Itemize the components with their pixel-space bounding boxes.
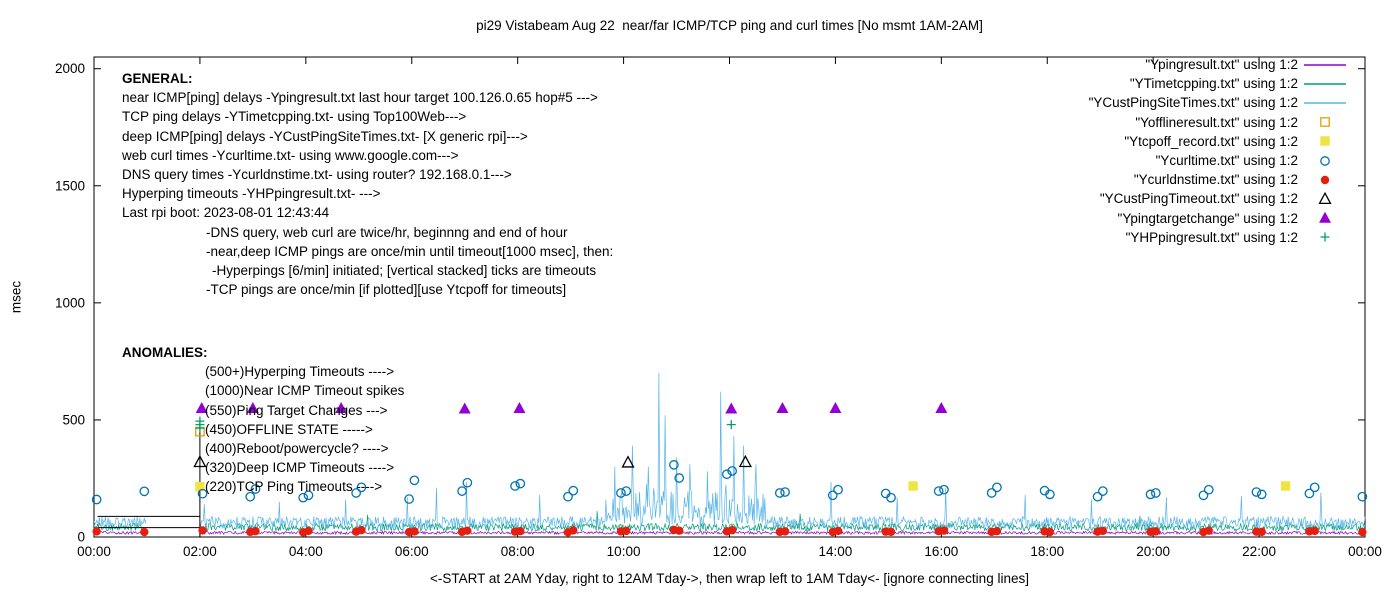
open-triangle-icon [1318,191,1332,204]
x-axis-label: <-START at 2AM Yday, right to 12AM Tday-… [430,571,1029,586]
legend-entry: "YHPpingresult.txt" using 1:2 [1089,228,1352,247]
open-square-icon [1320,117,1330,128]
annotation-line: (500+)Hyperping Timeouts ----> [205,364,395,380]
svg-text:16:00: 16:00 [924,544,958,559]
legend-label: "YHPpingresult.txt" using 1:2 [1125,229,1298,245]
line-sample-icon [1304,102,1346,104]
svg-text:0: 0 [77,530,85,545]
svg-text:10:00: 10:00 [607,544,641,559]
annotation-line: (1000)Near ICMP Timeout spikes [205,383,405,399]
legend-entry: "Ypingtargetchange" using 1:2 [1089,209,1352,228]
annotation-line: Hyperping timeouts -YHPpingresult.txt- -… [122,186,381,202]
legend-label: "YCustPingSiteTimes.txt" using 1:2 [1088,95,1298,111]
svg-text:1000: 1000 [55,295,85,310]
legend-label: "YCustPingTimeout.txt" using 1:2 [1099,191,1298,207]
annotation-line: web curl times -Ycurltime.txt- using www… [122,147,459,163]
annotation-line: -TCP pings are once/min [if plotted][use… [206,282,567,298]
filled-triangle-icon [1319,211,1331,223]
legend-label: "Ytcpoff_record.txt" using 1:2 [1124,133,1298,149]
annotation-line: Last rpi boot: 2023-08-01 12:43:44 [122,205,330,221]
filled-square-icon [1320,136,1330,147]
svg-text:06:00: 06:00 [395,544,429,559]
annotation-line: DNS query times -Ycurldnstime.txt- using… [122,167,512,183]
svg-text:04:00: 04:00 [289,544,323,559]
svg-text:20:00: 20:00 [1136,544,1170,559]
general-header: GENERAL: [122,71,193,86]
legend-entry: "YCustPingTimeout.txt" using 1:2 [1089,189,1352,208]
svg-text:12:00: 12:00 [713,544,747,559]
legend: "Ypingresult.txt" using 1:2 "YTimetcppin… [1089,55,1352,247]
annotation-line: -Hyperpings [6/min] initiated; [vertical… [212,263,597,279]
legend-label: "YTimetcpping.txt" using 1:2 [1129,76,1298,92]
line-sample-icon [1304,83,1346,85]
annotation-line: -DNS query, web curl are twice/hr, begin… [206,224,568,240]
svg-text:18:00: 18:00 [1030,544,1064,559]
line-sample-icon [1304,63,1346,66]
annotation-line: (220)TCP Ping Timeouts ----> [205,479,383,495]
svg-text:02:00: 02:00 [183,544,217,559]
annotation-line: deep ICMP[ping] delays -YCustPingSiteTim… [122,128,528,144]
annotation-line: (400)Reboot/powercycle? ----> [205,441,389,457]
plus-marker-icon [1320,232,1330,242]
svg-text:2000: 2000 [55,61,85,76]
legend-label: "Ycurltime.txt" using 1:2 [1155,153,1298,169]
legend-label: "Ypingtargetchange" using 1:2 [1117,210,1298,226]
legend-entry: "Ytcpoff_record.txt" using 1:2 [1089,132,1352,151]
anomalies-header: ANOMALIES: [122,345,208,360]
filled-circle-icon [1320,175,1330,184]
legend-entry: "Yofflineresult.txt" using 1:2 [1089,113,1352,132]
annotation-line: (550)Ping Target Changes ---> [205,402,388,418]
annotation-line: near ICMP[ping] delays -Ypingresult.txt … [122,90,598,106]
legend-entry: "YTimetcpping.txt" using 1:2 [1089,74,1352,93]
general-annotation: GENERAL: near ICMP[ping] delays -Ypingre… [122,69,613,299]
legend-entry: "Ycurldnstime.txt" using 1:2 [1089,170,1352,189]
svg-text:00:00: 00:00 [1348,544,1382,559]
svg-text:14:00: 14:00 [819,544,853,559]
annotation-line: (320)Deep ICMP Timeouts ----> [205,460,395,476]
svg-text:500: 500 [62,412,85,427]
legend-entry: "Ypingresult.txt" using 1:2 [1089,55,1352,74]
anomalies-annotation: ANOMALIES: (500+)Hyperping Timeouts ----… [122,343,404,497]
chart-title: pi29 Vistabeam Aug 22 near/far ICMP/TCP … [476,18,983,33]
legend-entry: "Ycurltime.txt" using 1:2 [1089,151,1352,170]
legend-label: "Yofflineresult.txt" using 1:2 [1135,114,1298,130]
svg-text:22:00: 22:00 [1242,544,1276,559]
svg-text:1500: 1500 [55,178,85,193]
y-axis-label: msec [8,280,24,314]
annotation-line: TCP ping delays -YTimetcpping.txt- using… [122,109,467,125]
legend-entry: "YCustPingSiteTimes.txt" using 1:2 [1089,93,1352,112]
legend-label: "Ypingresult.txt" using 1:2 [1145,57,1298,73]
open-circle-icon [1320,155,1330,166]
svg-text:00:00: 00:00 [77,544,111,559]
legend-label: "Ycurldnstime.txt" using 1:2 [1133,172,1298,188]
annotation-line: -near,deep ICMP pings are once/min until… [206,243,614,259]
svg-text:08:00: 08:00 [501,544,535,559]
annotation-line: (450)OFFLINE STATE -----> [205,421,373,437]
